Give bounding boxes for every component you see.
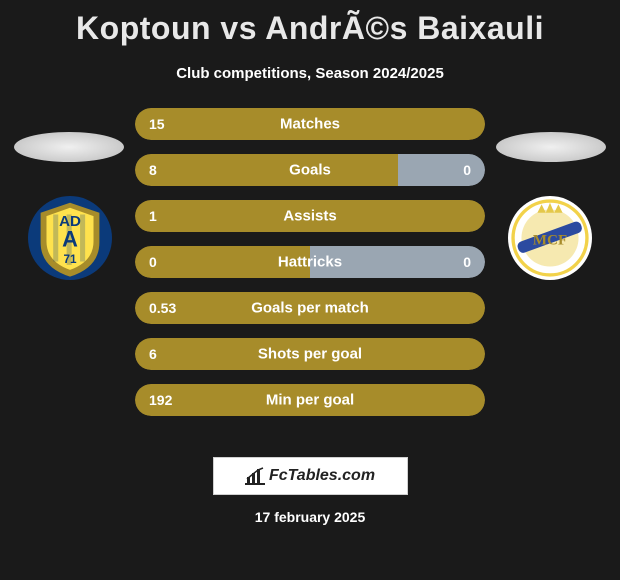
stat-value-left: 0.53 — [149, 300, 176, 316]
subtitle: Club competitions, Season 2024/2025 — [0, 65, 620, 82]
stat-value-left: 15 — [149, 116, 165, 132]
stat-value-right: 0 — [463, 162, 471, 178]
stat-row: Goals per match0.53 — [135, 292, 485, 324]
svg-text:71: 71 — [63, 253, 77, 266]
club-crest-right: MCF — [508, 196, 592, 280]
player-left-platform — [14, 132, 124, 162]
stat-value-right: 0 — [463, 254, 471, 270]
stat-label: Min per goal — [135, 392, 485, 409]
brand-badge[interactable]: FcTables.com — [213, 457, 408, 495]
real-madrid-crest-icon: MCF — [508, 196, 592, 280]
player-right-platform — [496, 132, 606, 162]
club-crest-left: AD A 71 — [28, 196, 112, 280]
stat-value-left: 6 — [149, 346, 157, 362]
stat-value-left: 8 — [149, 162, 157, 178]
stat-row: Shots per goal6 — [135, 338, 485, 370]
stat-label: Matches — [135, 116, 485, 133]
stat-row: Matches15 — [135, 108, 485, 140]
comparison-stage: AD A 71 MCF Matches15 Goals8 0 Assists1 Hatt… — [0, 102, 620, 442]
stat-label: Goals — [135, 162, 485, 179]
brand-label: FcTables.com — [269, 467, 375, 485]
stat-row: Min per goal192 — [135, 384, 485, 416]
stat-label: Goals per match — [135, 300, 485, 317]
stat-value-left: 1 — [149, 208, 157, 224]
stat-label: Assists — [135, 208, 485, 225]
stat-row: Goals8 0 — [135, 154, 485, 186]
svg-text:A: A — [62, 226, 78, 251]
stat-row: Assists1 — [135, 200, 485, 232]
stat-row: Hattricks0 0 — [135, 246, 485, 278]
svg-text:MCF: MCF — [533, 233, 567, 249]
infographic-date: 17 february 2025 — [0, 509, 620, 525]
stat-bars: Matches15Goals80Assists1Hattricks00Goals… — [135, 108, 485, 430]
stat-label: Hattricks — [135, 254, 485, 271]
stat-value-left: 192 — [149, 392, 172, 408]
stat-value-left: 0 — [149, 254, 157, 270]
stat-label: Shots per goal — [135, 346, 485, 363]
bar-chart-icon — [245, 467, 265, 485]
page-title: Koptoun vs AndrÃ©s Baixauli — [0, 0, 620, 47]
alcorcon-crest-icon: AD A 71 — [28, 196, 112, 280]
